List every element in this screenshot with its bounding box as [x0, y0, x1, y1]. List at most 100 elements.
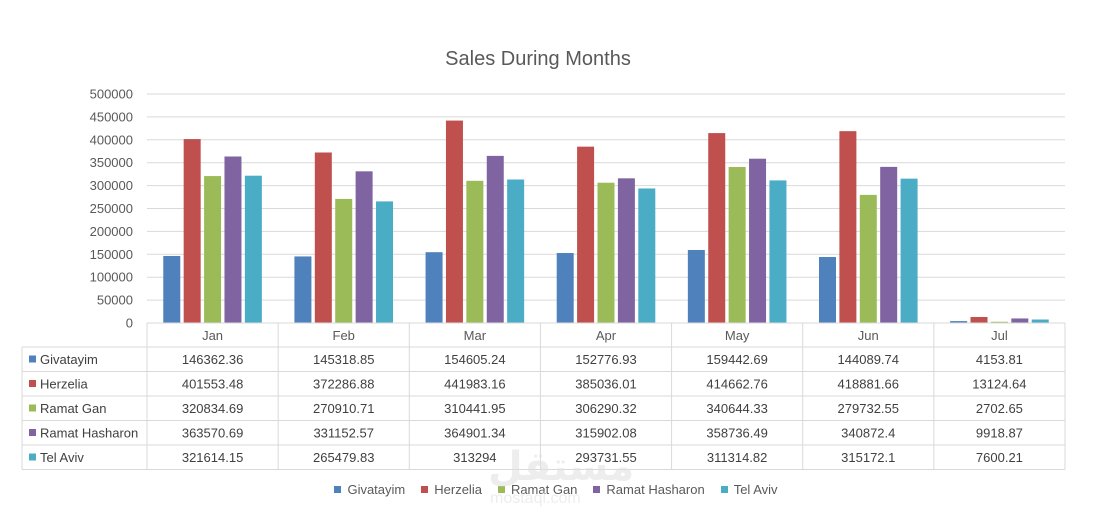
bar-ramat-gan	[859, 194, 877, 323]
table-cell-value: 152776.93	[575, 352, 636, 367]
y-tick-label: 50000	[97, 293, 133, 308]
table-cell-value: 358736.49	[706, 426, 767, 441]
bar-herzelia	[183, 139, 201, 323]
bar-ramat-hasharon	[1011, 318, 1029, 323]
y-tick-label: 400000	[90, 132, 133, 147]
legend-key-swatch	[29, 429, 36, 436]
table-cell-value: 4153.81	[976, 352, 1023, 367]
table-cell-value: 2702.65	[976, 401, 1023, 416]
bar-ramat-gan	[990, 321, 1008, 323]
y-tick-label: 350000	[90, 155, 133, 170]
legend-item: Tel Aviv	[720, 482, 778, 497]
bar-ramat-hasharon	[617, 178, 635, 323]
table-cell-value: 293731.55	[575, 450, 636, 465]
table-cell-value: 313294	[453, 450, 496, 465]
table-cell-value: 364901.34	[444, 426, 505, 441]
legend-item: Givatayim	[334, 482, 405, 497]
bar-givatayim	[556, 253, 574, 323]
table-cell-value: 9918.87	[976, 426, 1023, 441]
bar-givatayim	[163, 255, 181, 323]
chart-legend: Givatayim Herzelia Ramat Gan Ramat Hasharon…	[0, 482, 1112, 497]
table-cell-value: 13124.64	[972, 377, 1026, 392]
table-cell-value: 320834.69	[182, 401, 243, 416]
table-cell-value: 306290.32	[575, 401, 636, 416]
watermark-logo: مستقل	[488, 445, 635, 489]
x-tick-label: Mar	[464, 328, 487, 343]
legend-label: Tel Aviv	[733, 482, 778, 497]
legend-label: Ramat Hasharon	[606, 482, 705, 497]
legend-item: Ramat Hasharon	[593, 482, 705, 497]
bar-givatayim	[294, 256, 312, 323]
table-cell-value: 146362.36	[182, 352, 243, 367]
y-tick-label: 500000	[90, 87, 133, 102]
bar-ramat-hasharon	[880, 166, 898, 323]
table-cell-value: 340644.33	[706, 401, 767, 416]
bar-givatayim	[425, 252, 443, 323]
y-tick-label: 250000	[90, 201, 133, 216]
y-tick-label: 200000	[90, 224, 133, 239]
bar-ramat-hasharon	[224, 156, 242, 323]
x-tick-label: Jan	[202, 328, 223, 343]
bar-ramat-hasharon	[749, 158, 767, 323]
y-tick-label: 100000	[90, 270, 133, 285]
bar-tel-aviv	[638, 188, 656, 323]
legend-swatch	[497, 486, 505, 493]
bar-herzelia	[839, 131, 857, 323]
table-cell-value: 331152.57	[313, 426, 374, 441]
x-tick-label: Feb	[333, 328, 355, 343]
table-cell-value: 363570.69	[182, 426, 243, 441]
legend-key-swatch	[29, 380, 36, 387]
legend-swatch	[421, 486, 429, 493]
legend-item: Ramat Gan	[497, 482, 578, 497]
chart-title: Sales During Months	[445, 48, 631, 70]
table-cell-value: 385036.01	[575, 377, 636, 392]
legend-key-swatch	[29, 404, 36, 412]
legend-label: Ramat Gan	[510, 482, 578, 497]
table-cell-value: 418881.66	[838, 377, 899, 392]
table-cell-value: 310441.95	[444, 401, 505, 416]
legend-swatch	[593, 486, 601, 493]
bar-herzelia	[577, 146, 595, 323]
table-cell-value: 311314.82	[707, 450, 768, 465]
table-cell-value: 144089.74	[838, 352, 899, 367]
table-series-label: Ramat Gan	[40, 401, 106, 416]
bar-tel-aviv	[900, 178, 918, 323]
table-cell-value: 315902.08	[575, 426, 636, 441]
bar-ramat-hasharon	[355, 171, 373, 323]
y-tick-label: 150000	[90, 247, 133, 262]
table-cell-value: 340872.4	[841, 426, 895, 441]
table-cell-value: 372286.88	[313, 377, 374, 392]
bar-ramat-gan	[728, 166, 746, 323]
table-cell-value: 401553.48	[182, 377, 243, 392]
x-tick-label: Jul	[991, 328, 1008, 343]
bar-givatayim	[818, 257, 836, 323]
table-cell-value: 270910.71	[313, 401, 374, 416]
y-tick-label: 300000	[90, 178, 133, 193]
table-cell-value: 279732.55	[838, 401, 899, 416]
legend-swatch	[720, 486, 728, 493]
table-series-label: Givatayim	[40, 352, 98, 367]
bar-ramat-gan	[204, 176, 222, 323]
bar-ramat-gan	[335, 198, 353, 323]
bar-tel-aviv	[244, 175, 262, 323]
bar-ramat-gan	[466, 180, 484, 323]
bar-herzelia	[445, 120, 463, 323]
legend-swatch	[334, 486, 342, 493]
legend-key-swatch	[29, 453, 36, 461]
table-cell-value: 321614.15	[182, 450, 243, 465]
bar-herzelia	[314, 152, 332, 323]
bar-tel-aviv	[769, 180, 787, 323]
legend-label: Givatayim	[347, 482, 406, 497]
table-cell-value: 265479.83	[313, 450, 374, 465]
bar-ramat-gan	[597, 182, 615, 323]
table-cell-value: 414662.76	[706, 377, 767, 392]
table-series-label: Tel Aviv	[40, 450, 84, 465]
legend-key-swatch	[29, 355, 36, 363]
table-series-label: Ramat Hasharon	[40, 426, 138, 441]
table-series-label: Herzelia	[40, 377, 88, 392]
table-cell-value: 441983.16	[444, 377, 505, 392]
bar-givatayim	[950, 321, 968, 323]
bar-tel-aviv	[1031, 319, 1049, 323]
bar-tel-aviv	[376, 201, 394, 323]
